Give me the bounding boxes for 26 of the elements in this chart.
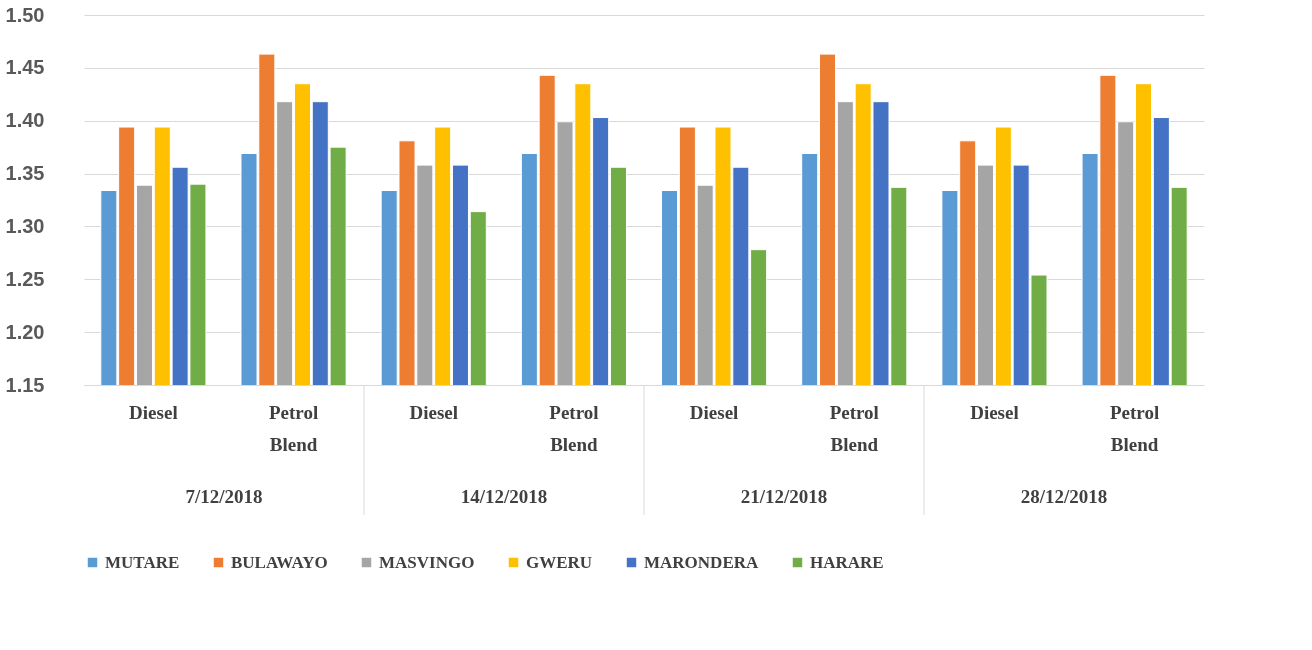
x-tick-label: Petrol Blend — [549, 401, 599, 455]
legend-label: HARARE — [810, 552, 884, 572]
text: 7/12/2018 — [185, 486, 263, 507]
x-tick-label: Petrol Blend — [829, 401, 879, 455]
y-tick-label: 1.35 — [5, 162, 45, 185]
y-tick-label: 1.30 — [5, 214, 45, 237]
y-tick-label: 1.15 — [5, 373, 45, 396]
x-tick-label: Diesel — [689, 401, 739, 423]
legend-label: MUTARE — [105, 552, 180, 572]
text: 21/12/2018 — [740, 486, 828, 507]
x-tick-label: Diesel — [129, 401, 178, 423]
y-tick-label: 1.25 — [5, 267, 45, 290]
x-tick-label: Diesel — [970, 401, 1019, 423]
legend-label: MASVINGO — [379, 552, 475, 572]
x-tick-label: Diesel — [409, 401, 459, 423]
text: 14/12/2018 — [460, 486, 548, 507]
legend-label: BULAWAYO — [231, 552, 328, 572]
y-tick-label: 1.20 — [5, 320, 45, 343]
y-tick-label: 1.50 — [5, 3, 45, 26]
y-tick-label: 1.40 — [5, 109, 45, 132]
legend-label: GWERU — [526, 552, 593, 572]
x-tick-label: Petrol Blend — [1109, 401, 1160, 455]
legend-label: MARONDERA — [644, 552, 759, 572]
x-tick-label: Petrol Blend — [268, 401, 319, 455]
text: 28/12/2018 — [1020, 486, 1108, 507]
y-tick-label: 1.45 — [5, 56, 45, 79]
